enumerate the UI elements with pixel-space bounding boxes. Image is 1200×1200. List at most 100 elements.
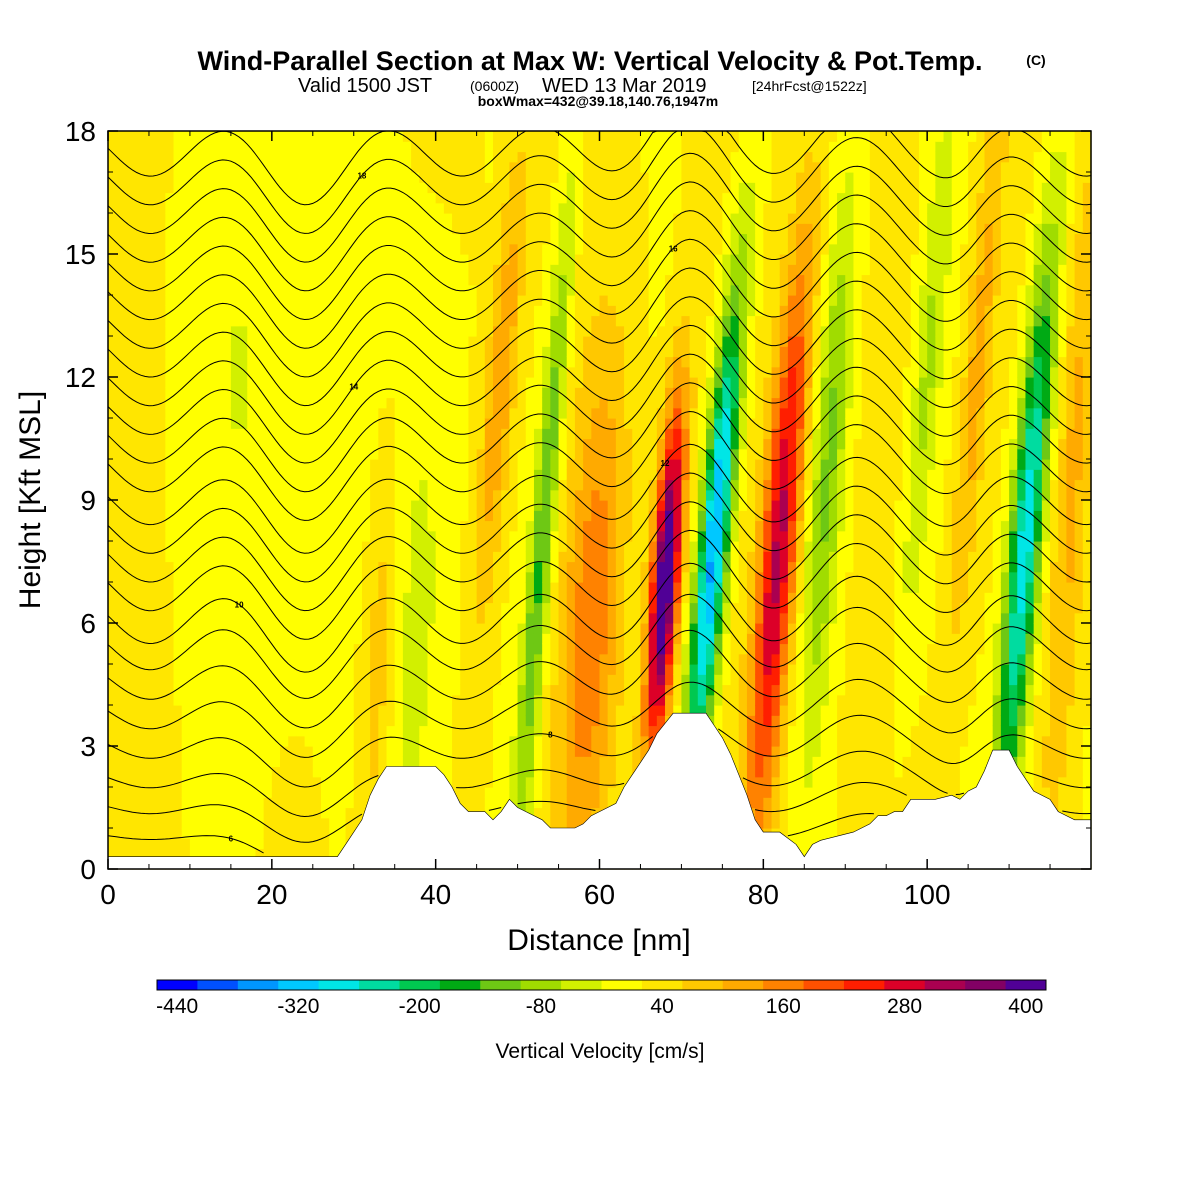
velocity-cell [583,510,592,522]
velocity-cell [165,131,175,142]
velocity-cell [640,161,650,173]
velocity-cell [280,264,289,276]
velocity-cell [214,561,224,573]
velocity-cell [263,807,273,819]
velocity-cell [263,787,273,798]
velocity-cell [206,438,216,450]
velocity-cell [427,161,437,173]
velocity-cell [591,500,601,511]
velocity-cell [632,233,642,245]
velocity-cell [108,653,117,665]
velocity-cell [452,541,461,552]
velocity-cell [558,192,568,204]
velocity-cell [361,530,371,542]
velocity-cell [583,264,592,276]
velocity-cell [165,561,175,573]
velocity-cell [230,254,240,265]
velocity-cell [181,541,191,552]
velocity-cell [574,407,584,419]
velocity-cell [165,243,175,255]
velocity-cell [230,182,240,194]
velocity-cell [288,500,298,511]
velocity-cell [181,172,191,183]
velocity-cell [501,459,510,470]
velocity-cell [394,653,404,665]
velocity-cell [247,766,257,778]
velocity-cell [435,715,445,727]
velocity-cell [370,172,379,183]
velocity-cell [501,131,510,142]
velocity-cell [599,633,609,645]
velocity-cell [181,469,191,481]
velocity-cell [157,561,166,573]
velocity-cell [312,489,322,501]
velocity-cell [312,397,322,409]
velocity-cell [345,172,355,183]
velocity-cell [288,766,298,778]
velocity-cell [255,315,265,327]
velocity-cell [419,469,429,481]
velocity-cell [542,459,551,470]
velocity-cell [140,520,150,532]
velocity-cell [329,582,338,593]
velocity-cell [394,141,404,153]
velocity-cell [468,520,478,532]
velocity-cell [222,428,232,440]
velocity-cell [624,684,633,696]
velocity-cell [460,213,470,224]
velocity-cell [517,582,527,593]
velocity-cell [574,787,584,798]
velocity-cell [148,438,158,450]
velocity-cell [370,500,379,511]
velocity-cell [206,223,216,235]
velocity-cell [574,418,584,429]
velocity-cell [419,315,429,327]
velocity-cell [124,817,134,829]
velocity-cell [271,838,281,850]
velocity-cell [165,664,175,675]
velocity-cell [116,336,125,347]
velocity-cell [493,715,502,727]
velocity-cell [517,520,527,532]
velocity-cell [214,428,224,440]
velocity-cell [337,264,347,276]
velocity-cell [648,705,658,716]
velocity-cell [230,141,240,153]
velocity-cell [648,254,658,265]
velocity-cell [353,356,363,368]
velocity-cell [304,705,314,716]
velocity-cell [165,612,175,624]
velocity-cell [550,346,560,358]
velocity-cell [181,356,191,368]
velocity-cell [615,530,625,542]
velocity-cell [263,551,273,563]
velocity-cell [320,848,330,860]
velocity-cell [198,653,207,665]
velocity-cell [632,387,642,399]
velocity-cell [353,705,363,716]
velocity-cell [329,848,338,860]
velocity-cell [222,684,232,696]
velocity-cell [230,582,240,593]
velocity-cell [493,336,502,347]
velocity-cell [148,387,158,399]
velocity-cell [304,623,314,634]
velocity-cell [574,623,584,634]
velocity-cell [124,192,134,204]
velocity-cell [542,776,551,788]
velocity-cell [525,592,535,604]
velocity-cell [509,192,519,204]
velocity-cell [419,397,429,409]
velocity-cell [353,161,363,173]
velocity-cell [108,694,117,706]
velocity-cell [501,315,510,327]
velocity-cell [624,315,633,327]
velocity-cell [525,223,535,235]
velocity-cell [173,223,183,235]
velocity-cell [435,571,445,583]
velocity-cell [583,571,592,583]
velocity-cell [189,643,199,655]
velocity-cell [206,479,216,491]
velocity-cell [665,438,674,450]
velocity-cell [484,510,494,522]
